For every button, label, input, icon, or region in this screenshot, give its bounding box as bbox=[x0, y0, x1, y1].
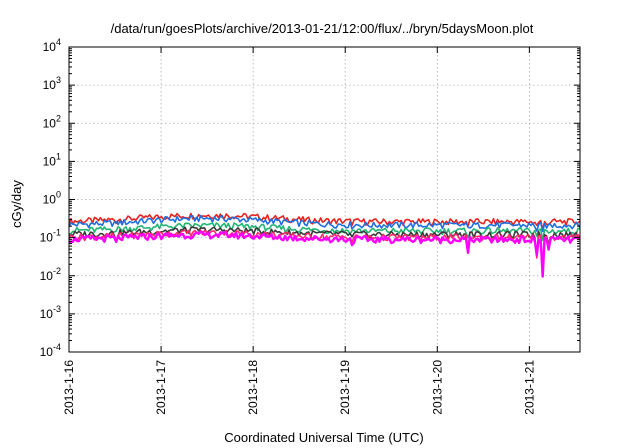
y-tick-label: 10-2 bbox=[40, 266, 61, 283]
x-tick-label: 2013-1-21 bbox=[522, 360, 536, 415]
series-line bbox=[68, 226, 581, 272]
x-tick-labels: 2013-1-16 2013-1-17 2013-1-18 2013-1-19 2013… bbox=[62, 360, 536, 415]
y-tick-label: 10-1 bbox=[40, 228, 61, 245]
y-tick-label: 101 bbox=[43, 151, 61, 168]
y-tick-label: 10-3 bbox=[40, 304, 61, 321]
series-line bbox=[68, 212, 581, 231]
ticks bbox=[68, 46, 580, 353]
series-line bbox=[68, 230, 581, 278]
x-tick-label: 2013-1-19 bbox=[338, 360, 352, 415]
y-tick-label: 100 bbox=[43, 190, 61, 207]
x-tick-label: 2013-1-18 bbox=[246, 360, 260, 415]
x-tick-label: 2013-1-16 bbox=[62, 360, 76, 415]
y-tick-label: 10-4 bbox=[40, 342, 61, 359]
series-line bbox=[68, 214, 581, 233]
y-tick-label: 102 bbox=[43, 113, 61, 130]
grid bbox=[69, 47, 580, 352]
y-tick-label: 104 bbox=[43, 37, 61, 54]
x-tick-label: 2013-1-20 bbox=[430, 360, 444, 415]
series-group bbox=[68, 212, 581, 278]
y-tick-labels: 10-4 10-3 10-2 10-1 100 101 102 103 104 bbox=[40, 37, 61, 359]
y-tick-label: 103 bbox=[43, 75, 61, 92]
chart-title: /data/run/goesPlots/archive/2013-01-21/1… bbox=[111, 21, 534, 36]
x-axis-label: Coordinated Universal Time (UTC) bbox=[224, 430, 423, 445]
x-tick-label: 2013-1-17 bbox=[154, 360, 168, 415]
series-line bbox=[68, 222, 581, 241]
y-axis-label: cGy/day bbox=[9, 180, 24, 228]
